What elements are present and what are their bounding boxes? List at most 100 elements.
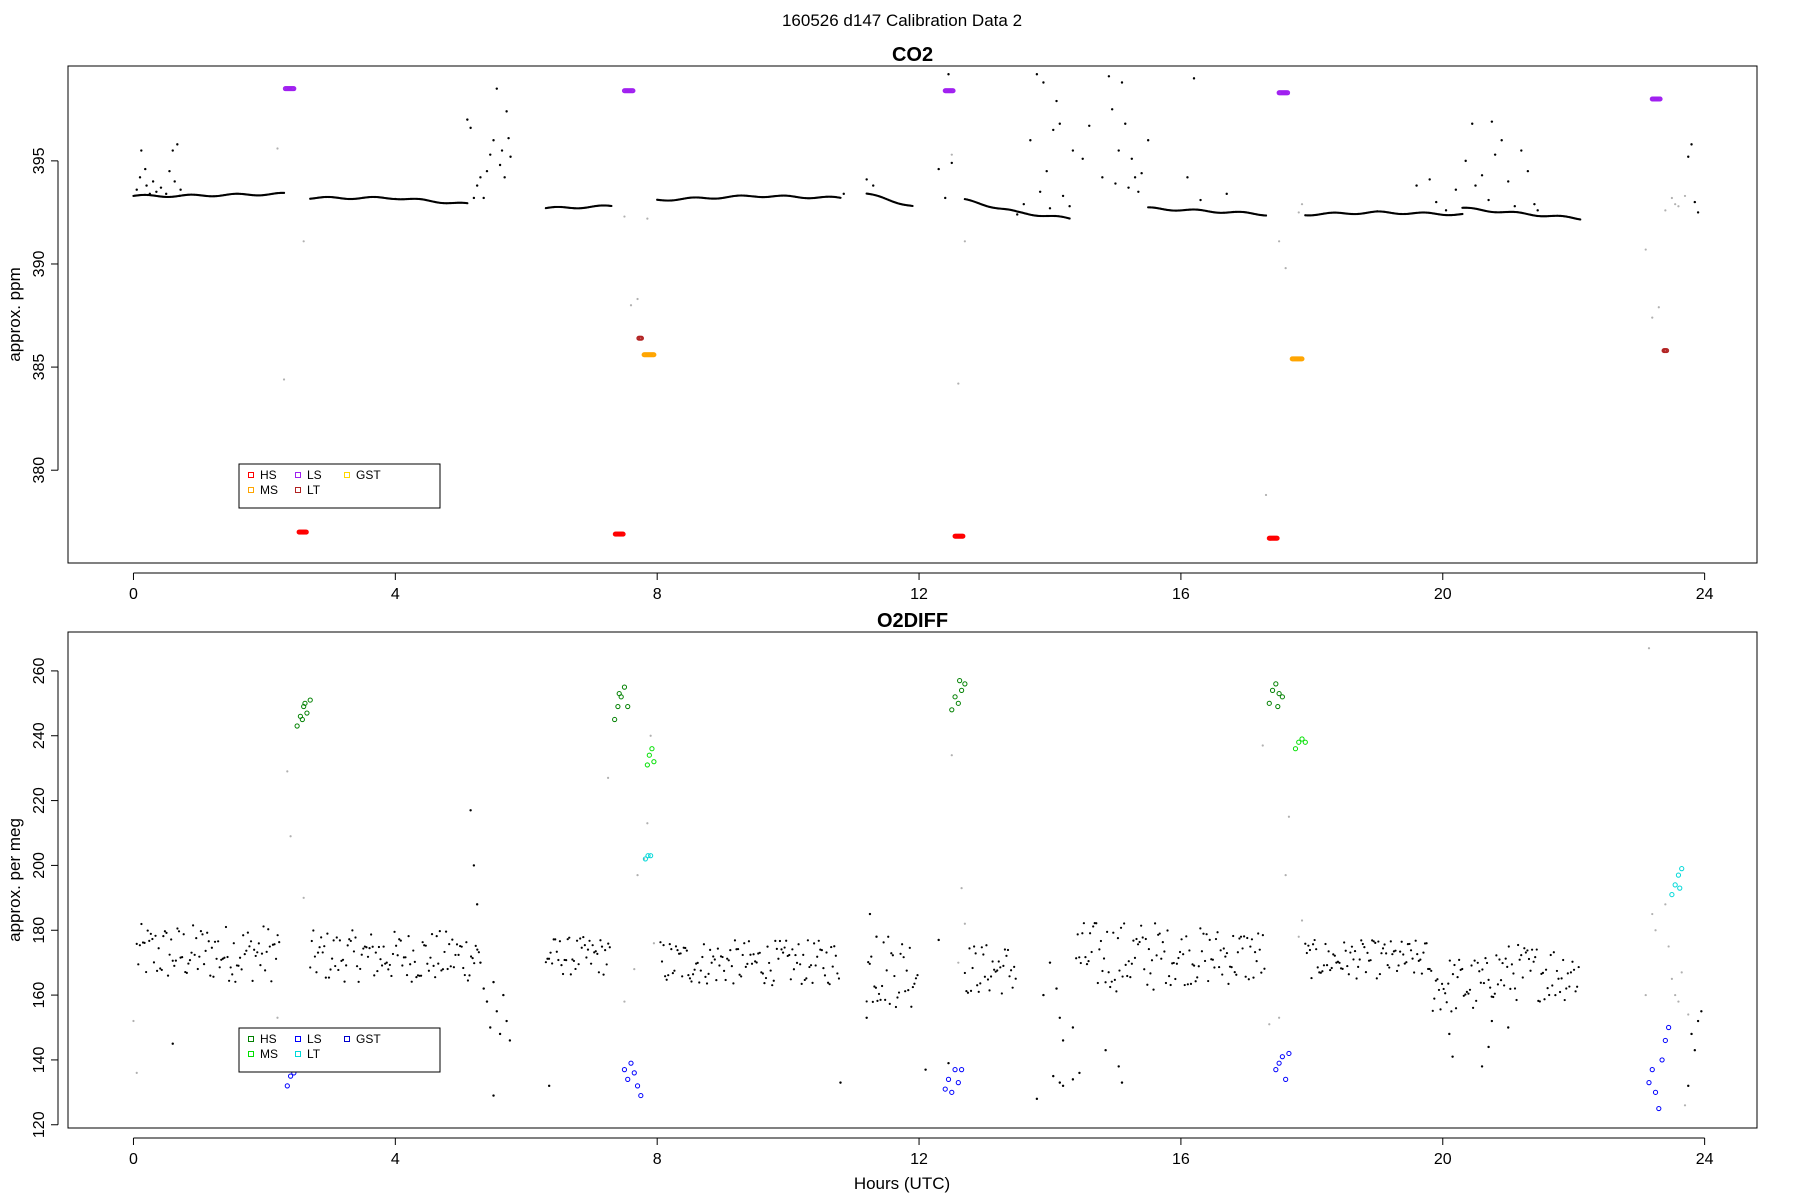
data-point xyxy=(1115,990,1118,993)
data-point xyxy=(1071,149,1075,152)
data-point xyxy=(1090,950,1093,954)
data-point xyxy=(323,945,326,948)
data-point xyxy=(1380,952,1383,955)
transition-point xyxy=(282,378,286,381)
data-point xyxy=(202,963,206,966)
data-point xyxy=(924,1068,927,1071)
data-point xyxy=(1569,971,1573,974)
data-point xyxy=(607,942,610,945)
data-point xyxy=(276,934,279,937)
calibration-point xyxy=(644,762,650,768)
data-point xyxy=(1035,73,1039,76)
data-point xyxy=(1009,969,1013,972)
data-point xyxy=(1164,981,1168,985)
data-point xyxy=(760,971,763,974)
calibration-point xyxy=(1669,891,1675,898)
data-point xyxy=(373,974,376,977)
data-point xyxy=(808,965,811,969)
data-point xyxy=(1388,966,1391,969)
data-point xyxy=(1189,982,1193,985)
data-point xyxy=(443,950,446,954)
data-point xyxy=(1353,949,1357,953)
data-point xyxy=(730,965,733,968)
data-point xyxy=(775,947,778,950)
calibration-point xyxy=(284,1083,290,1089)
data-point xyxy=(220,958,223,961)
data-point xyxy=(1117,1065,1120,1068)
data-point xyxy=(834,954,837,957)
transition-point xyxy=(649,734,652,737)
data-point xyxy=(670,948,673,951)
transition-point xyxy=(1670,977,1673,980)
data-point xyxy=(226,955,229,959)
data-point xyxy=(1464,993,1467,996)
data-point xyxy=(195,937,198,940)
y-tick-label: 260 xyxy=(31,657,48,684)
calibration-point xyxy=(1283,1076,1289,1082)
transition-point xyxy=(623,1000,626,1003)
data-point xyxy=(718,964,721,967)
data-point xyxy=(377,945,381,949)
data-point xyxy=(1453,963,1456,967)
transition-point xyxy=(950,153,953,156)
data-point xyxy=(326,932,329,935)
data-point xyxy=(884,998,887,1001)
data-point xyxy=(996,969,999,972)
data-point xyxy=(1068,205,1071,208)
data-point xyxy=(379,958,382,961)
calibration-point xyxy=(1657,96,1663,102)
data-point xyxy=(1517,943,1520,947)
data-point xyxy=(826,981,830,984)
transition-point xyxy=(950,754,953,757)
data-point xyxy=(691,973,695,976)
transition-point xyxy=(623,215,626,218)
data-point xyxy=(1332,953,1335,956)
data-point xyxy=(1576,985,1579,988)
data-point xyxy=(1551,984,1554,987)
data-point xyxy=(468,974,471,977)
data-point xyxy=(828,983,831,986)
data-point xyxy=(997,960,1000,963)
data-point xyxy=(1416,953,1419,956)
transition-point xyxy=(1278,240,1281,243)
data-point xyxy=(1479,981,1482,984)
data-point xyxy=(1133,176,1137,179)
data-point xyxy=(421,941,424,944)
data-point xyxy=(1178,950,1182,954)
transition-point xyxy=(957,961,960,964)
data-point xyxy=(1492,995,1495,999)
data-point xyxy=(145,184,148,187)
data-point xyxy=(976,984,979,987)
data-point xyxy=(485,169,489,173)
transition-point xyxy=(646,217,649,220)
data-point xyxy=(1555,969,1559,973)
calibration-point xyxy=(631,1070,637,1076)
x-tick-label: 12 xyxy=(910,1151,928,1168)
data-point xyxy=(268,945,271,948)
x-tick-label: 24 xyxy=(1696,1151,1714,1168)
legend-label: HS xyxy=(260,468,277,482)
data-point xyxy=(788,953,791,957)
data-point xyxy=(1456,976,1459,979)
data-point xyxy=(879,998,882,1001)
transition-point xyxy=(646,822,649,825)
data-point xyxy=(1448,959,1451,962)
data-point xyxy=(469,955,473,958)
data-point xyxy=(199,930,203,933)
calibration-point xyxy=(1675,872,1682,878)
data-point xyxy=(1402,953,1405,956)
data-point xyxy=(1461,212,1464,216)
data-point xyxy=(1461,967,1464,971)
data-point xyxy=(1579,218,1582,221)
data-point xyxy=(387,968,390,971)
data-point xyxy=(589,962,593,965)
data-point xyxy=(1321,970,1324,973)
legend-swatch xyxy=(248,472,254,478)
calibration-point xyxy=(1656,1105,1662,1112)
data-point xyxy=(1385,952,1388,955)
data-point xyxy=(1061,1084,1065,1088)
co2-panel: CO2 approx. ppm 0 4 8 12 16 20 24 380 385 390 395 HSM… xyxy=(5,44,1758,603)
calibration-point xyxy=(646,752,652,758)
data-point xyxy=(1563,998,1566,1002)
data-point xyxy=(1258,948,1261,951)
